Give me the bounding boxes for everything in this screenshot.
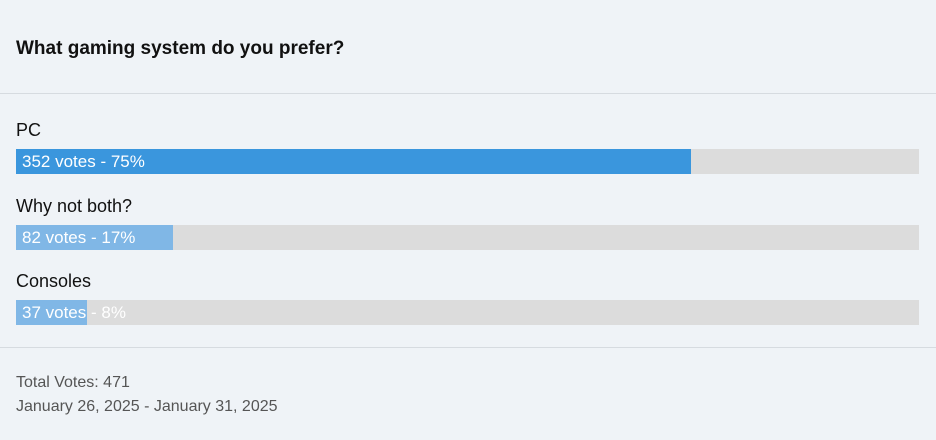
bar [16,149,691,174]
bar [16,224,174,250]
divider [0,347,936,348]
bar-track: 82 votes - 17% [16,224,919,250]
divider [0,93,936,94]
total-votes: Total Votes: 471 [16,374,130,391]
bar-track: 352 votes - 75% [16,149,919,174]
option-label: Consoles [16,271,92,291]
option-label: PC [16,120,42,140]
vote-label: 82 votes - 17% [22,227,136,247]
bar [16,300,87,325]
vote-label: 352 votes - 75% [22,152,145,171]
poll-question: What gaming system do you prefer? [16,38,345,59]
option-label: Why not both? [16,195,133,216]
date-range: January 26, 2025 - January 31, 2025 [16,398,278,415]
bar-track: 37 votes - 8% [16,300,919,325]
vote-label: 37 votes - 8% [22,303,126,322]
